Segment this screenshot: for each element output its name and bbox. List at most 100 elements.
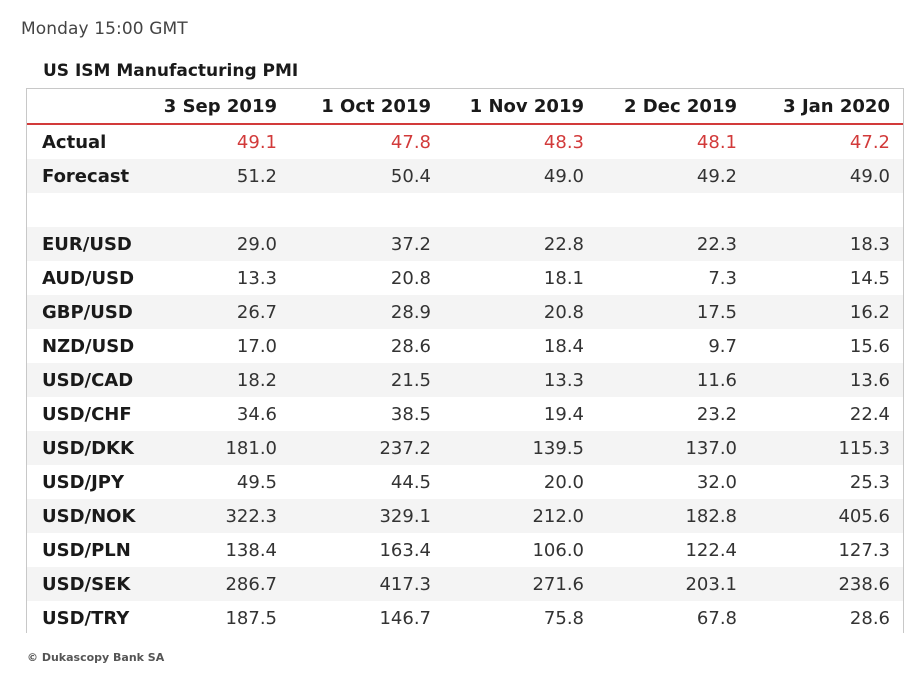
copyright-notice: © Dukascopy Bank SA xyxy=(27,651,165,664)
table-cell: 48.3 xyxy=(431,124,584,159)
table-cell: 203.1 xyxy=(584,567,737,601)
table-cell: 237.2 xyxy=(277,431,431,465)
row-label: USD/CAD xyxy=(27,363,155,397)
table-cell: 9.7 xyxy=(584,329,737,363)
table-row: USD/TRY 187.5 146.7 75.8 67.8 28.6 xyxy=(27,601,903,635)
table-cell: 48.1 xyxy=(584,124,737,159)
row-label xyxy=(27,193,155,227)
table-row: EUR/USD 29.0 37.2 22.8 22.3 18.3 xyxy=(27,227,903,261)
pmi-data-table: 3 Sep 2019 1 Oct 2019 1 Nov 2019 2 Dec 2… xyxy=(27,89,903,635)
table-cell: 28.6 xyxy=(737,601,903,635)
row-label: EUR/USD xyxy=(27,227,155,261)
row-label: USD/PLN xyxy=(27,533,155,567)
table-cell: 49.0 xyxy=(431,159,584,193)
table-cell: 14.5 xyxy=(737,261,903,295)
table-cell: 49.2 xyxy=(584,159,737,193)
table-cell: 7.3 xyxy=(584,261,737,295)
table-cell: 28.9 xyxy=(277,295,431,329)
event-time-label: Monday 15:00 GMT xyxy=(21,19,188,39)
table-cell: 182.8 xyxy=(584,499,737,533)
table-cell: 32.0 xyxy=(584,465,737,499)
table-cell: 18.1 xyxy=(431,261,584,295)
table-cell: 49.1 xyxy=(155,124,277,159)
table-cell: 18.3 xyxy=(737,227,903,261)
row-label: USD/SEK xyxy=(27,567,155,601)
table-cell: 286.7 xyxy=(155,567,277,601)
table-cell: 146.7 xyxy=(277,601,431,635)
table-cell: 38.5 xyxy=(277,397,431,431)
row-label: USD/CHF xyxy=(27,397,155,431)
table-cell: 20.0 xyxy=(431,465,584,499)
table-row xyxy=(27,193,903,227)
column-header-date: 2 Dec 2019 xyxy=(584,89,737,125)
table-row: Actual 49.1 47.8 48.3 48.1 47.2 xyxy=(27,124,903,159)
table-cell: 49.0 xyxy=(737,159,903,193)
table-cell: 22.3 xyxy=(584,227,737,261)
row-label: Actual xyxy=(27,124,155,159)
row-label: USD/DKK xyxy=(27,431,155,465)
table-row: USD/CAD 18.2 21.5 13.3 11.6 13.6 xyxy=(27,363,903,397)
table-title: US ISM Manufacturing PMI xyxy=(43,61,299,81)
table-cell: 405.6 xyxy=(737,499,903,533)
data-table-container: 3 Sep 2019 1 Oct 2019 1 Nov 2019 2 Dec 2… xyxy=(26,88,904,635)
table-cell: 49.5 xyxy=(155,465,277,499)
table-cell: 25.3 xyxy=(737,465,903,499)
row-label: USD/NOK xyxy=(27,499,155,533)
table-cell: 34.6 xyxy=(155,397,277,431)
header-row: 3 Sep 2019 1 Oct 2019 1 Nov 2019 2 Dec 2… xyxy=(27,89,903,125)
table-cell: 417.3 xyxy=(277,567,431,601)
table-cell: 187.5 xyxy=(155,601,277,635)
table-cell: 13.3 xyxy=(155,261,277,295)
row-label: AUD/USD xyxy=(27,261,155,295)
table-cell xyxy=(431,193,584,227)
table-cell: 322.3 xyxy=(155,499,277,533)
column-header-date: 3 Sep 2019 xyxy=(155,89,277,125)
table-cell: 115.3 xyxy=(737,431,903,465)
table-row: USD/PLN 138.4 163.4 106.0 122.4 127.3 xyxy=(27,533,903,567)
table-cell: 139.5 xyxy=(431,431,584,465)
column-header-date: 1 Nov 2019 xyxy=(431,89,584,125)
table-cell xyxy=(277,193,431,227)
table-cell: 75.8 xyxy=(431,601,584,635)
table-cell xyxy=(737,193,903,227)
table-cell: 29.0 xyxy=(155,227,277,261)
table-row: USD/JPY 49.5 44.5 20.0 32.0 25.3 xyxy=(27,465,903,499)
table-cell: 271.6 xyxy=(431,567,584,601)
row-label: NZD/USD xyxy=(27,329,155,363)
table-cell xyxy=(155,193,277,227)
table-cell: 20.8 xyxy=(277,261,431,295)
table-cell: 16.2 xyxy=(737,295,903,329)
column-header-date: 3 Jan 2020 xyxy=(737,89,903,125)
table-cell: 11.6 xyxy=(584,363,737,397)
table-cell: 18.4 xyxy=(431,329,584,363)
table-cell: 67.8 xyxy=(584,601,737,635)
table-row: USD/CHF 34.6 38.5 19.4 23.2 22.4 xyxy=(27,397,903,431)
table-row: AUD/USD 13.3 20.8 18.1 7.3 14.5 xyxy=(27,261,903,295)
table-cell: 329.1 xyxy=(277,499,431,533)
table-cell: 18.2 xyxy=(155,363,277,397)
table-cell: 22.8 xyxy=(431,227,584,261)
table-cell: 13.3 xyxy=(431,363,584,397)
table-cell: 163.4 xyxy=(277,533,431,567)
table-row: NZD/USD 17.0 28.6 18.4 9.7 15.6 xyxy=(27,329,903,363)
table-cell: 21.5 xyxy=(277,363,431,397)
table-row: GBP/USD 26.7 28.9 20.8 17.5 16.2 xyxy=(27,295,903,329)
row-label: USD/JPY xyxy=(27,465,155,499)
column-header-label xyxy=(27,89,155,125)
table-cell: 138.4 xyxy=(155,533,277,567)
table-row: Forecast 51.2 50.4 49.0 49.2 49.0 xyxy=(27,159,903,193)
table-cell: 17.5 xyxy=(584,295,737,329)
table-cell: 47.2 xyxy=(737,124,903,159)
table-cell: 26.7 xyxy=(155,295,277,329)
table-cell: 127.3 xyxy=(737,533,903,567)
table-header: 3 Sep 2019 1 Oct 2019 1 Nov 2019 2 Dec 2… xyxy=(27,89,903,125)
table-cell: 181.0 xyxy=(155,431,277,465)
table-cell: 19.4 xyxy=(431,397,584,431)
table-cell: 17.0 xyxy=(155,329,277,363)
table-cell: 44.5 xyxy=(277,465,431,499)
table-cell: 20.8 xyxy=(431,295,584,329)
column-header-date: 1 Oct 2019 xyxy=(277,89,431,125)
table-cell: 37.2 xyxy=(277,227,431,261)
row-label: GBP/USD xyxy=(27,295,155,329)
row-label: Forecast xyxy=(27,159,155,193)
